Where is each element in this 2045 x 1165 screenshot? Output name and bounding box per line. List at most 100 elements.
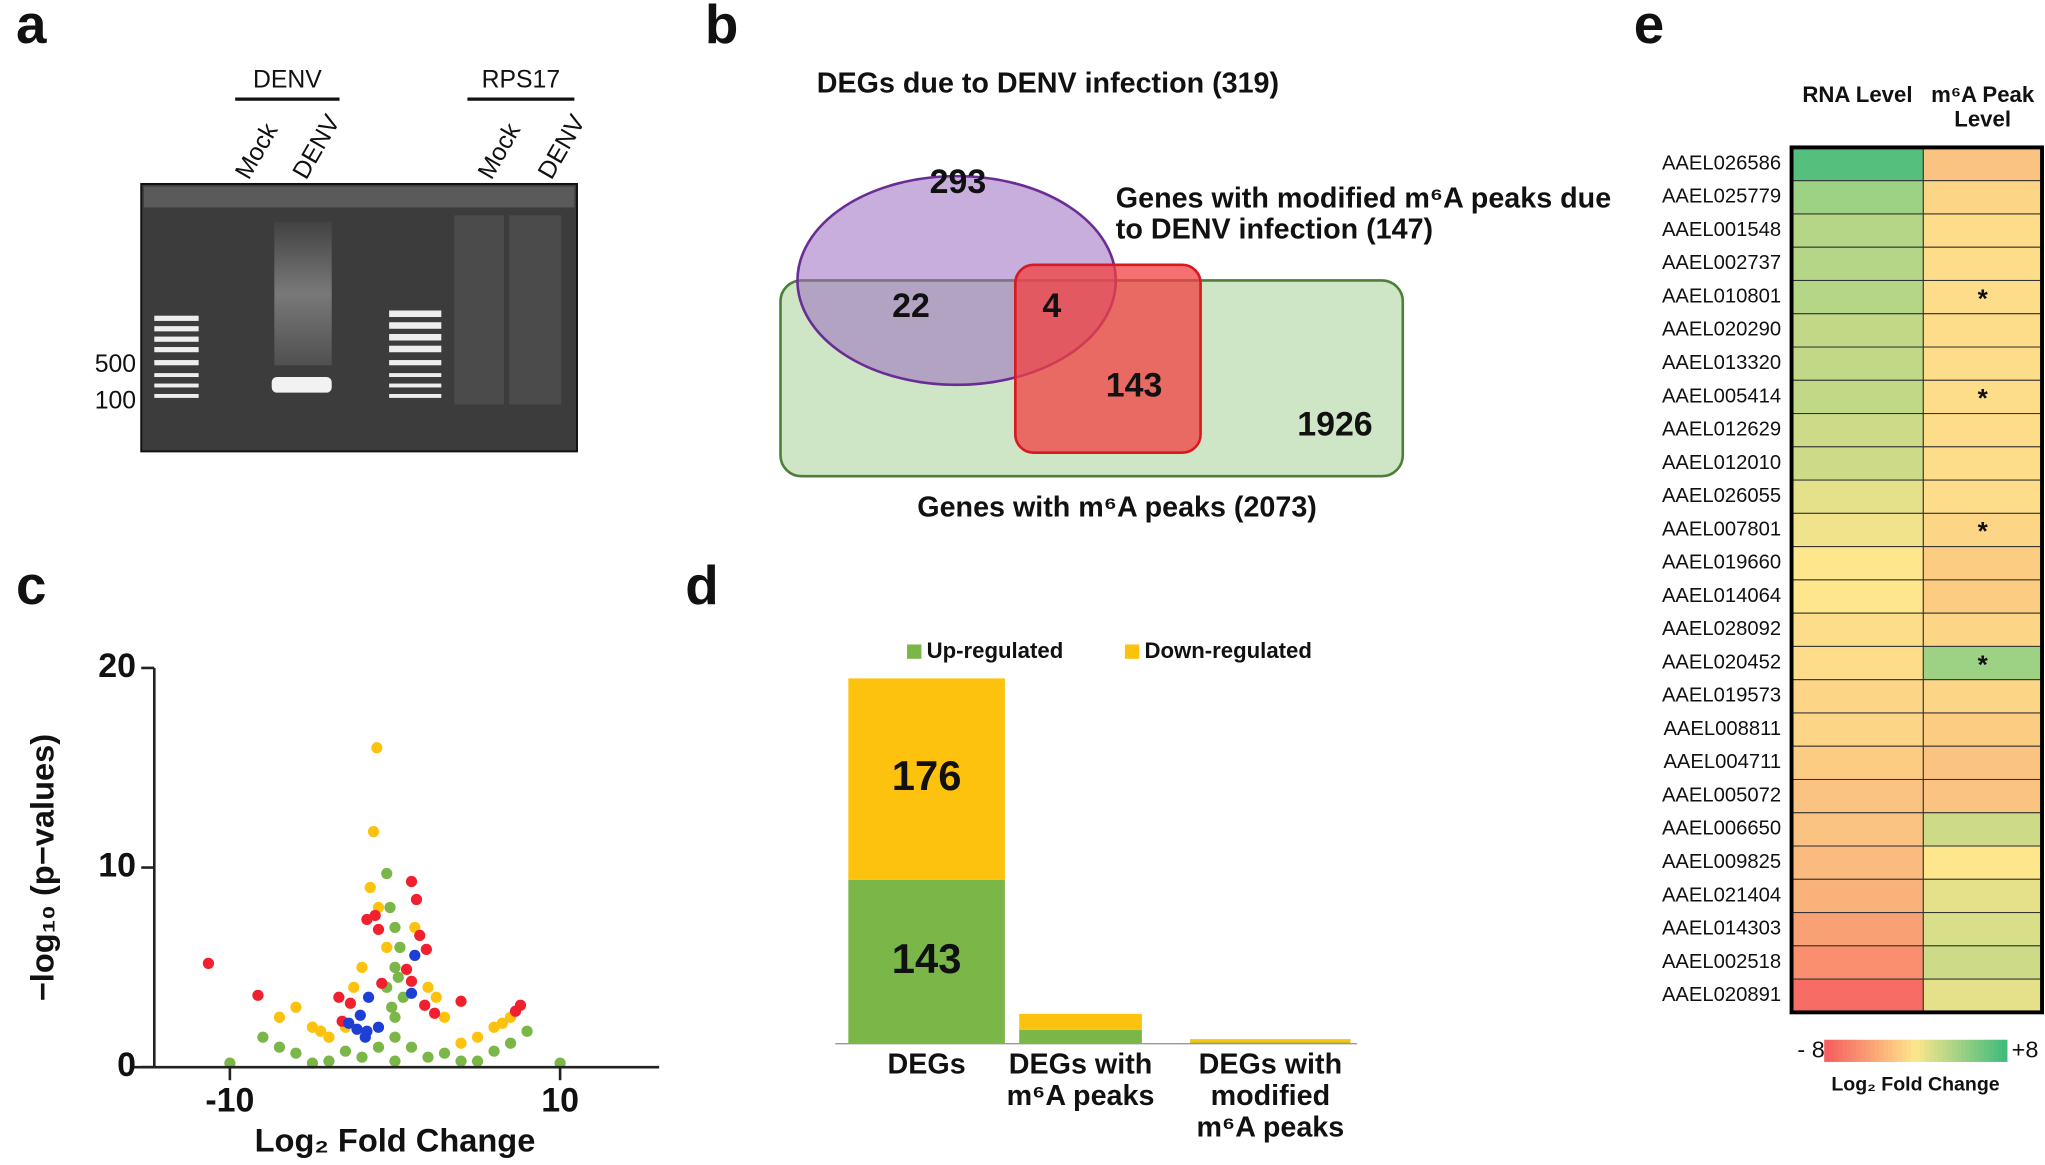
heat-cell xyxy=(1791,279,1924,315)
column-header: m⁶A Peak Level xyxy=(1931,83,2034,131)
colorbar-step xyxy=(1847,1039,1853,1062)
colorbar-step xyxy=(1892,1039,1898,1062)
x-tick-label: 10 xyxy=(541,1081,579,1119)
heat-cell xyxy=(1791,812,1924,847)
point xyxy=(359,1031,371,1043)
heat-cell xyxy=(1791,645,1924,681)
point xyxy=(455,1055,467,1067)
point xyxy=(414,929,426,942)
colorbar-step xyxy=(1942,1039,1949,1062)
marker-label: 500 xyxy=(95,351,136,378)
colorbar-step xyxy=(1869,1039,1876,1062)
colorbar-tick-label: +8 xyxy=(2012,1037,2039,1063)
row-label: AAEL014303 xyxy=(1662,918,1781,940)
row-label: AAEL002737 xyxy=(1662,252,1781,274)
heat-cell xyxy=(1791,379,1924,415)
colorbar-step xyxy=(1961,1039,1967,1062)
venn: DEGs due to DENV infection (319) Genes w… xyxy=(779,67,1611,523)
heat-cell xyxy=(1791,413,1924,448)
point xyxy=(430,991,442,1003)
point xyxy=(371,742,383,754)
annotation: * xyxy=(1978,283,1989,313)
colorbar-step xyxy=(1865,1039,1871,1062)
point xyxy=(372,1041,385,1053)
row-label: AAEL020290 xyxy=(1662,319,1781,341)
colorbar-label: Log₂ Fold Change xyxy=(1831,1074,1999,1096)
lane-label: Mock xyxy=(473,118,526,183)
bar-segment xyxy=(1190,1042,1351,1044)
smear xyxy=(509,215,562,405)
point xyxy=(422,981,434,993)
heat-cell xyxy=(1922,146,2043,182)
region-count: 4 xyxy=(1042,287,1061,325)
point xyxy=(488,1045,500,1057)
heat-cell xyxy=(1922,313,2043,348)
row-label: AAEL004711 xyxy=(1663,751,1781,773)
point xyxy=(273,1041,286,1053)
heat-cell xyxy=(1922,512,2043,548)
row-label: AAEL025779 xyxy=(1662,186,1781,208)
point xyxy=(400,963,413,975)
colorbar-step xyxy=(1906,1039,1912,1062)
row-label: AAEL007801 xyxy=(1662,518,1781,540)
heat-cell xyxy=(1922,912,2043,947)
point xyxy=(405,875,418,888)
point xyxy=(290,1001,302,1013)
point xyxy=(438,1047,451,1059)
heat-cell xyxy=(1922,413,2043,448)
heat-cell xyxy=(1791,612,1924,647)
point xyxy=(257,1031,269,1043)
heat-cell xyxy=(1922,845,2043,880)
row-label: AAEL028092 xyxy=(1662,618,1781,640)
set-red xyxy=(1014,263,1202,454)
heat-cell xyxy=(1791,778,1924,814)
colorbar-step xyxy=(1965,1039,1971,1062)
x-tick-label: -10 xyxy=(205,1081,254,1119)
point xyxy=(419,999,431,1011)
row-label: AAEL012629 xyxy=(1662,419,1781,441)
category-label: DEGs with m⁶A peaks xyxy=(1007,1049,1155,1111)
point xyxy=(323,1031,335,1043)
point xyxy=(367,826,380,838)
heat-cell xyxy=(1922,745,2043,781)
heat-cell xyxy=(1922,712,2043,747)
colorbar-step xyxy=(1860,1039,1866,1062)
heat-cell xyxy=(1791,512,1924,548)
colorbar-step xyxy=(1924,1039,1930,1062)
heat-cell xyxy=(1791,978,1924,1013)
point xyxy=(273,1011,286,1023)
point xyxy=(356,961,368,973)
colorbar-step xyxy=(1983,1039,1990,1062)
point xyxy=(405,1041,418,1053)
row-label: AAEL026586 xyxy=(1662,152,1781,174)
point xyxy=(344,997,357,1009)
colorbar-step xyxy=(1824,1039,1830,1062)
colorbar-step xyxy=(1993,1039,1999,1062)
value-label: 143 xyxy=(892,935,962,982)
heat-cell xyxy=(1922,945,2043,980)
point xyxy=(389,961,401,973)
point xyxy=(348,981,360,993)
row-label: AAEL008811 xyxy=(1663,718,1781,740)
bar-segment xyxy=(848,678,1005,880)
row-label: AAEL020452 xyxy=(1662,651,1781,673)
colorbar-step xyxy=(1988,1039,1994,1062)
set-label: DEGs due to DENV infection (319) xyxy=(817,67,1279,99)
row-label: AAEL002518 xyxy=(1662,951,1781,973)
colorbar-step xyxy=(1970,1039,1976,1062)
gel-wells xyxy=(143,186,575,208)
column-header-text: RNA Level xyxy=(1802,83,1913,107)
heat-cell xyxy=(1922,246,2043,282)
point xyxy=(202,957,215,969)
point xyxy=(455,995,467,1007)
panel-letter: b xyxy=(705,0,738,55)
heat-cell xyxy=(1922,679,2043,714)
heat-cell xyxy=(1791,845,1924,880)
colorbar-step xyxy=(1842,1039,1848,1062)
point xyxy=(420,943,432,955)
point xyxy=(389,1055,401,1067)
colorbar-step xyxy=(1874,1039,1880,1062)
heat-cell xyxy=(1922,612,2043,647)
heat-cell xyxy=(1791,745,1924,781)
